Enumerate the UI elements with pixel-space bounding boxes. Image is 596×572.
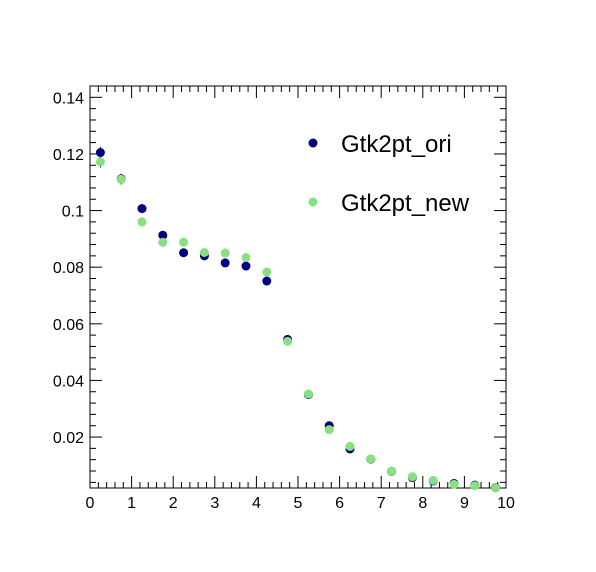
x-tick-label: 3 <box>210 495 219 512</box>
data-point <box>262 276 272 286</box>
data-point <box>179 248 189 258</box>
y-tick-label: 0.08 <box>53 260 84 277</box>
data-point <box>241 253 251 263</box>
legend-label: Gtk2pt_new <box>341 190 470 217</box>
y-tick-label: 0.12 <box>53 147 84 164</box>
data-point <box>491 483 501 493</box>
y-tick-label: 0.02 <box>53 430 84 447</box>
data-point <box>449 479 459 489</box>
x-tick-label: 7 <box>377 495 386 512</box>
y-tick-label: 0.04 <box>53 373 84 390</box>
y-axis-tick-labels: 0.02 0.04 0.06 0.08 0.1 0.12 0.14 <box>53 90 84 447</box>
data-point <box>262 267 272 277</box>
data-point <box>95 148 105 158</box>
x-tick-label: 10 <box>497 495 515 512</box>
legend-label: Gtk2pt_ori <box>341 131 452 158</box>
series-Gtk2pt_new <box>95 156 501 493</box>
x-tick-label: 6 <box>335 495 344 512</box>
data-point <box>428 475 438 485</box>
y-tick-label: 0.1 <box>62 204 84 221</box>
axis-ticks <box>89 86 507 488</box>
data-point <box>303 389 313 399</box>
data-point <box>95 157 105 167</box>
data-point <box>158 230 168 240</box>
x-tick-label: 8 <box>418 495 427 512</box>
data-point <box>220 248 230 258</box>
data-points <box>95 146 501 493</box>
legend-marker <box>308 138 318 148</box>
data-point <box>324 425 334 435</box>
data-point <box>137 204 147 214</box>
legend: Gtk2pt_ori Gtk2pt_new <box>308 131 470 217</box>
data-point <box>283 336 293 346</box>
x-tick-label: 0 <box>86 495 95 512</box>
data-point <box>116 174 126 184</box>
data-point <box>220 258 230 268</box>
x-tick-label: 1 <box>127 495 136 512</box>
x-tick-label: 4 <box>252 495 261 512</box>
data-point <box>387 466 397 476</box>
data-point <box>407 472 417 482</box>
data-point <box>137 217 147 227</box>
x-tick-label: 9 <box>460 495 469 512</box>
x-tick-label: 5 <box>294 495 303 512</box>
x-axis-tick-labels: 0 1 2 3 4 5 6 7 8 9 10 <box>86 495 515 512</box>
data-point <box>179 237 189 247</box>
data-point <box>158 237 168 247</box>
y-tick-label: 0.06 <box>53 317 84 334</box>
data-point <box>241 261 251 271</box>
x-tick-label: 2 <box>169 495 178 512</box>
data-point <box>199 247 209 257</box>
legend-marker <box>308 197 318 207</box>
y-tick-label: 0.14 <box>53 90 84 107</box>
data-point <box>366 454 376 464</box>
data-point <box>345 441 355 451</box>
data-point <box>470 481 480 491</box>
